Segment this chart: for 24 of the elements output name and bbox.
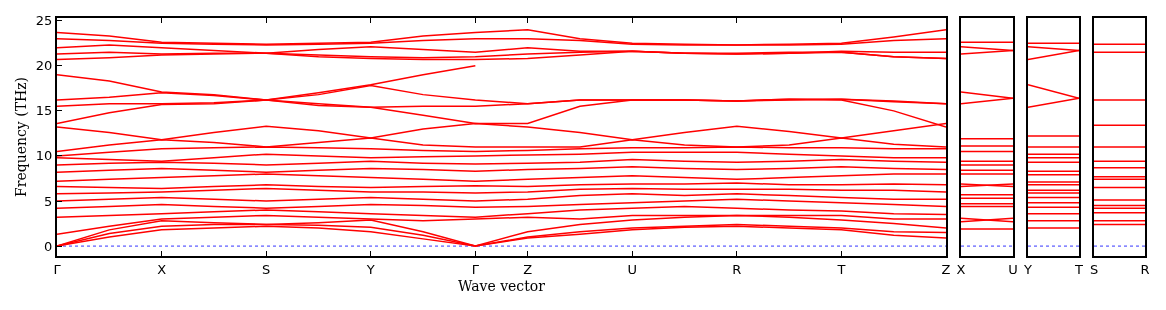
x-tick-label: T [1074, 261, 1084, 277]
x-tick-label: Γ [471, 261, 480, 277]
x-tick-label: Γ [53, 261, 62, 277]
x-tick-label: R [732, 261, 742, 277]
y-tick-label: 25 [35, 13, 53, 29]
x-tick-label: X [956, 261, 966, 277]
y-tick-label: 5 [44, 193, 53, 209]
x-tick-label: S [1089, 261, 1099, 277]
y-tick-label: 10 [35, 148, 53, 164]
x-tick-label: T [836, 261, 846, 277]
y-tick-label: 0 [44, 238, 53, 254]
x-tick-label: Z [523, 261, 533, 277]
x-tick-label: R [1140, 261, 1150, 277]
x-tick-label: X [157, 261, 167, 277]
x-tick-label: Y [1023, 261, 1033, 277]
x-tick-label: U [627, 261, 637, 277]
x-axis-title: Wave vector [458, 278, 546, 295]
x-tick-label: Z [941, 261, 951, 277]
x-tick-label: S [262, 261, 271, 277]
y-axis-title: Frequency (THz) [12, 76, 29, 198]
x-tick-label: Y [365, 261, 375, 277]
y-tick-label: 15 [35, 103, 53, 119]
x-tick-label: U [1008, 261, 1018, 277]
y-tick-label: 20 [35, 58, 53, 74]
